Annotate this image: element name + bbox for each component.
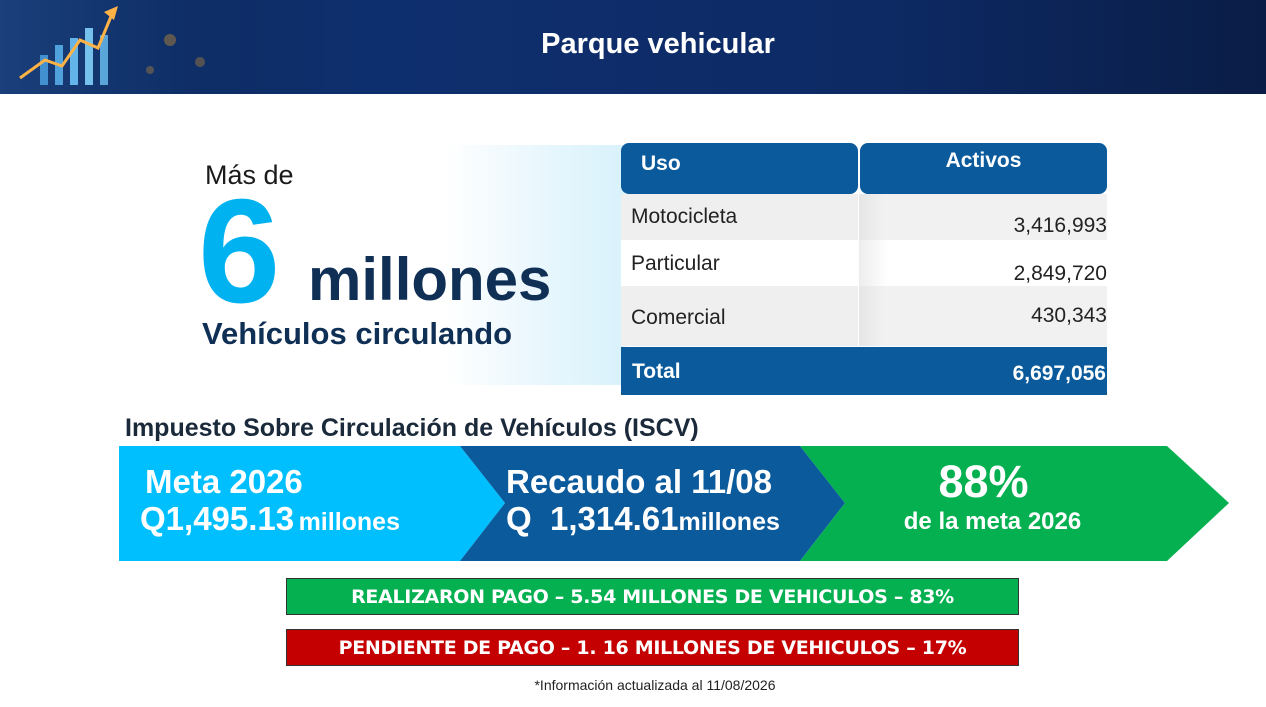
recaudo-title: Recaudo al 11/08 (506, 463, 772, 500)
porcentaje-block (800, 446, 1167, 561)
growth-chart-image (0, 0, 250, 94)
table-row: Motocicleta 3,416,993 (621, 194, 1107, 240)
table-row: Particular 2,849,720 (621, 240, 1107, 286)
table-header-uso: Uso (621, 143, 858, 194)
arrow-head (1167, 446, 1229, 561)
porcentaje-caption: de la meta 2026 (903, 508, 1082, 535)
recaudo-amount: Q 1,314.61 (506, 500, 679, 537)
paid-status-bar: REALIZARON PAGO – 5.54 MILLONES DE VEHIC… (286, 578, 1019, 615)
growth-chart-icon (19, 6, 205, 85)
table-total-row: Total 6,697,056 (621, 347, 1107, 395)
table-header-activos: Activos (860, 143, 1107, 194)
stat-prefix: Más de (205, 160, 294, 190)
row-activos: 430,343 (1031, 304, 1107, 327)
page-title: Parque vehicular (541, 28, 775, 60)
row-uso: Comercial (631, 306, 726, 329)
pending-status-bar: PENDIENTE DE PAGO – 1. 16 MILLONES DE VE… (286, 629, 1019, 666)
iscv-title: Impuesto Sobre Circulación de Vehículos … (125, 414, 699, 442)
footnote: *Información actualizada al 11/08/2026 (534, 677, 776, 693)
stat-number: 6 (198, 169, 280, 334)
recaudo-unit: millones (678, 508, 780, 536)
row-activos: 2,849,720 (1013, 262, 1107, 285)
stat-caption: Vehículos circulando (202, 316, 513, 351)
header-banner: Parque vehicular (0, 0, 1266, 94)
meta-title: Meta 2026 (145, 463, 303, 500)
stat-unit: millones (308, 246, 552, 313)
total-label: Total (632, 360, 681, 383)
row-uso: Particular (631, 252, 720, 275)
row-activos: 3,416,993 (1013, 214, 1107, 237)
meta-unit: millones (298, 508, 400, 536)
meta-chevron (119, 446, 505, 561)
stat-background (445, 145, 625, 385)
porcentaje-value: 88% (938, 456, 1029, 507)
meta-amount: Q1,495.13 (140, 500, 295, 537)
recaudo-amount-line: Q 1,314.61millones (506, 500, 780, 538)
table-row: Comercial 430,343 (621, 286, 1107, 346)
meta-amount-line: Q1,495.13 millones (140, 500, 400, 538)
total-value: 6,697,056 (1012, 362, 1106, 385)
row-uso: Motocicleta (631, 205, 738, 228)
recaudo-chevron (460, 446, 845, 561)
